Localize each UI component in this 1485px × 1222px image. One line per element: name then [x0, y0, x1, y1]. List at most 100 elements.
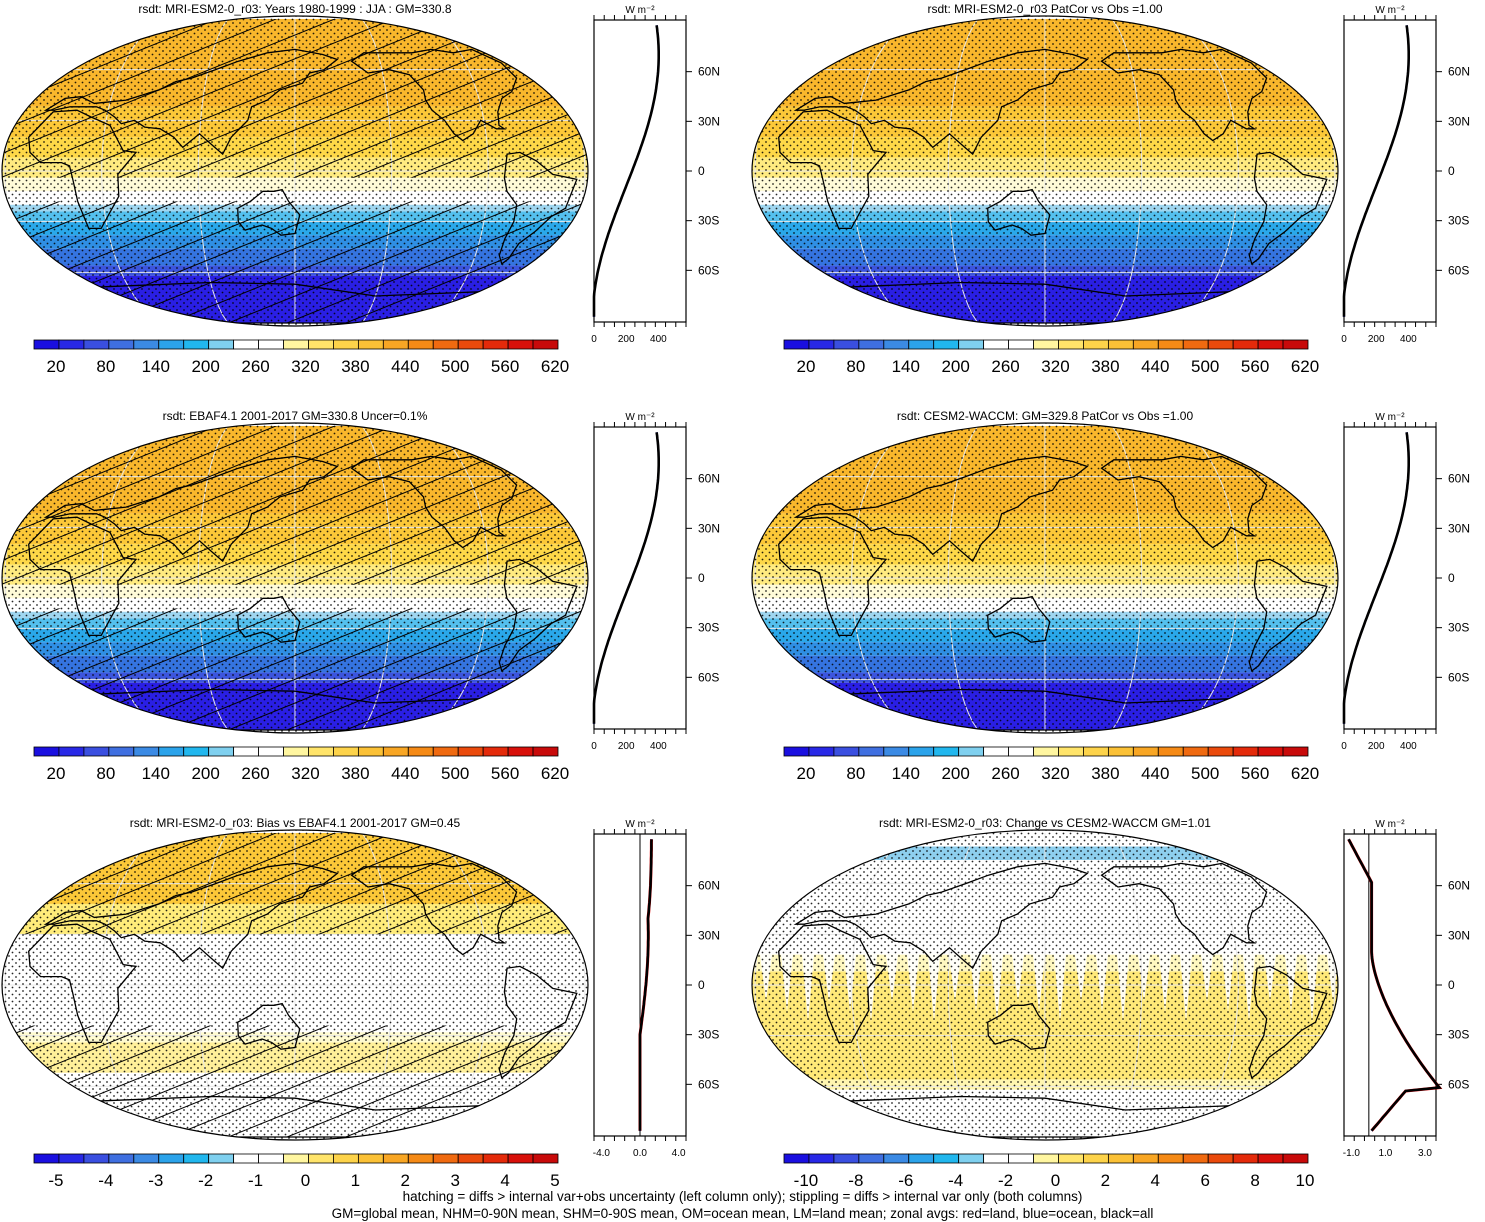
panel-graphics: W m⁻² 60N 30N 0 30S 60S -4.0 0.0 4.0 -5 -4 -3 -2 -1 0 1…: [1, 819, 720, 1190]
zonal-x-tick: 0: [591, 334, 597, 345]
zonal-line-all: [592, 25, 660, 317]
colorbar-swatch: [432, 339, 459, 350]
colorbar-label: 20: [46, 357, 65, 376]
zonal-x-tick: 200: [1368, 741, 1385, 752]
hatching: [2, 19, 588, 178]
zonal-x-tick: 0: [1341, 741, 1347, 752]
zonal-x-tick: 200: [618, 334, 635, 345]
colorbar-label: -2: [998, 1171, 1013, 1190]
colorbar: 20 80 140 200 260 320 380 440 500 560 620: [33, 746, 569, 783]
world-map: [2, 423, 588, 733]
lat-label: 30S: [698, 214, 719, 228]
colorbar-swatch: [908, 746, 935, 757]
colorbar-swatch: [858, 746, 885, 757]
colorbar-swatch: [1083, 1153, 1109, 1164]
colorbar-label: 620: [1291, 357, 1319, 376]
colorbar-label: 260: [991, 764, 1019, 783]
colorbar-swatch: [333, 746, 359, 757]
panel-graphics: W m⁻² 60N 30N 0 30S 60S 0 200 400 20 80 140 200 260 32…: [751, 412, 1470, 783]
zonal-mean-plot: W m⁻² 60N 30N 0 30S 60S -4.0 0.0 4.0: [593, 819, 720, 1159]
colorbar-swatch: [1033, 1153, 1059, 1164]
colorbar-swatch: [532, 746, 559, 757]
zonal-frame: [1343, 426, 1437, 730]
colorbar-label: 140: [892, 357, 920, 376]
colorbar-swatch: [1033, 339, 1059, 350]
colorbar: -5 -4 -3 -2 -1 0 1 2 3 4 5: [33, 1153, 560, 1190]
lat-label: 0: [1448, 571, 1455, 585]
colorbar-label: 10: [1296, 1171, 1315, 1190]
lat-label: 60S: [1448, 1077, 1469, 1091]
colorbar-swatch: [158, 339, 185, 350]
colorbar-label: -8: [848, 1171, 863, 1190]
colorbar-swatch: [407, 746, 434, 757]
lat-label: 30N: [1448, 114, 1470, 128]
colorbar-label: 500: [1191, 357, 1219, 376]
colorbar-label: 5: [550, 1171, 559, 1190]
lat-label: 60N: [1448, 65, 1470, 79]
colorbar-swatch: [1232, 746, 1259, 757]
lat-label: 0: [698, 978, 705, 992]
colorbar-swatch: [308, 339, 334, 350]
zonal-x-tick: 3.0: [1418, 1148, 1432, 1159]
colorbar-label: 20: [46, 764, 65, 783]
panel-graphics: W m⁻² 60N 30N 0 30S 60S -1.0 1.0 3.0 -10 -8 -6 -4 -2 0…: [751, 819, 1470, 1190]
colorbar-swatch: [382, 1153, 409, 1164]
colorbar-label: -1: [248, 1171, 263, 1190]
colorbar-swatch: [407, 339, 434, 350]
colorbar-label: 20: [796, 764, 815, 783]
colorbar-swatch: [208, 746, 235, 757]
lat-label: 30S: [1448, 1028, 1469, 1042]
colorbar-swatch: [933, 1153, 960, 1164]
zonal-line-all: [638, 839, 653, 1131]
colorbar: -10 -8 -6 -4 -2 0 2 4 6 8 10: [783, 1153, 1315, 1190]
footer-line-1: hatching = diffs > internal var+obs unce…: [402, 1189, 1083, 1204]
world-map: [752, 423, 1338, 733]
map-border: [751, 15, 1339, 327]
panel-6: rsdt: MRI-ESM2-0_r03: Change vs CESM2-WA…: [750, 814, 1485, 1194]
colorbar-label: 260: [991, 357, 1019, 376]
panel-graphics: W m⁻² 60N 30N 0 30S 60S 0 200 400 20 80 140 200 260 32…: [751, 5, 1470, 376]
colorbar-swatch: [183, 1153, 210, 1164]
colorbar-swatch: [208, 339, 235, 350]
lat-label: 60S: [1448, 670, 1469, 684]
panel-graphics: W m⁻² 60N 30N 0 30S 60S 0 200 400 20 80 140 200 260 32…: [1, 412, 720, 783]
colorbar-swatch: [33, 339, 60, 350]
colorbar-label: 560: [1241, 357, 1269, 376]
colorbar-swatch: [457, 1153, 484, 1164]
colorbar-label: -10: [794, 1171, 819, 1190]
stippling: [752, 423, 1338, 733]
lat-label: 0: [698, 571, 705, 585]
colorbar-label: 260: [241, 764, 269, 783]
zonal-frame: [1343, 19, 1437, 323]
stippling: [752, 830, 1338, 1140]
colorbar-swatch: [158, 746, 185, 757]
colorbar-swatch: [983, 1153, 1009, 1164]
colorbar-label: 80: [846, 764, 865, 783]
colorbar-swatch: [1157, 339, 1184, 350]
colorbar-swatch: [482, 746, 509, 757]
colorbar-swatch: [1008, 339, 1034, 350]
zonal-x-tick: -1.0: [1343, 1148, 1361, 1159]
zonal-mean-plot: W m⁻² 60N 30N 0 30S 60S 0 200 400: [1341, 5, 1470, 345]
map-border: [1, 829, 589, 1141]
colorbar-swatch: [858, 339, 885, 350]
hatching: [2, 833, 588, 935]
colorbar-swatch: [1132, 1153, 1159, 1164]
colorbar-swatch: [1207, 1153, 1234, 1164]
colorbar-label: 3: [450, 1171, 459, 1190]
colorbar-swatch: [833, 339, 860, 350]
colorbar-label: -3: [148, 1171, 163, 1190]
colorbar-swatch: [382, 746, 409, 757]
colorbar-swatch: [258, 746, 284, 757]
colorbar-swatch: [1282, 1153, 1309, 1164]
colorbar-swatch: [1132, 746, 1159, 757]
lat-label: 30N: [698, 521, 720, 535]
zonal-mean-plot: W m⁻² 60N 30N 0 30S 60S 0 200 400: [591, 412, 720, 752]
colorbar-label: 2: [401, 1171, 410, 1190]
colorbar-label: 200: [941, 357, 969, 376]
colorbar-swatch: [357, 339, 384, 350]
panel-title: rsdt: CESM2-WACCM: GM=329.8 PatCor vs Ob…: [896, 409, 1194, 423]
colorbar-label: 620: [541, 357, 569, 376]
map-border: [1, 422, 589, 734]
stippling: [752, 16, 1338, 326]
